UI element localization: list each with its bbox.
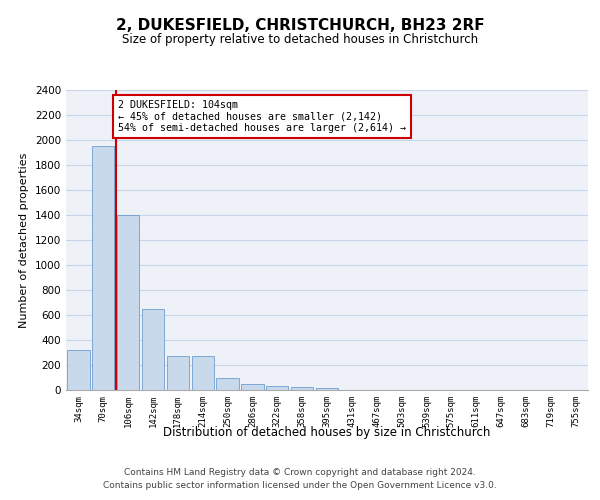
Bar xyxy=(316,388,338,390)
Bar xyxy=(291,387,313,390)
Text: Contains public sector information licensed under the Open Government Licence v3: Contains public sector information licen… xyxy=(103,480,497,490)
Text: 2 DUKESFIELD: 104sqm
← 45% of detached houses are smaller (2,142)
54% of semi-de: 2 DUKESFIELD: 104sqm ← 45% of detached h… xyxy=(118,100,406,133)
Text: Size of property relative to detached houses in Christchurch: Size of property relative to detached ho… xyxy=(122,32,478,46)
Bar xyxy=(217,378,239,390)
Bar xyxy=(167,356,189,390)
Bar xyxy=(241,384,263,390)
Bar xyxy=(142,308,164,390)
Text: 2, DUKESFIELD, CHRISTCHURCH, BH23 2RF: 2, DUKESFIELD, CHRISTCHURCH, BH23 2RF xyxy=(116,18,484,32)
Bar xyxy=(92,146,115,390)
Bar xyxy=(67,350,89,390)
Text: Contains HM Land Registry data © Crown copyright and database right 2024.: Contains HM Land Registry data © Crown c… xyxy=(124,468,476,477)
Bar xyxy=(117,215,139,390)
Y-axis label: Number of detached properties: Number of detached properties xyxy=(19,152,29,328)
Text: Distribution of detached houses by size in Christchurch: Distribution of detached houses by size … xyxy=(163,426,491,439)
Bar xyxy=(191,356,214,390)
Bar xyxy=(266,386,289,390)
